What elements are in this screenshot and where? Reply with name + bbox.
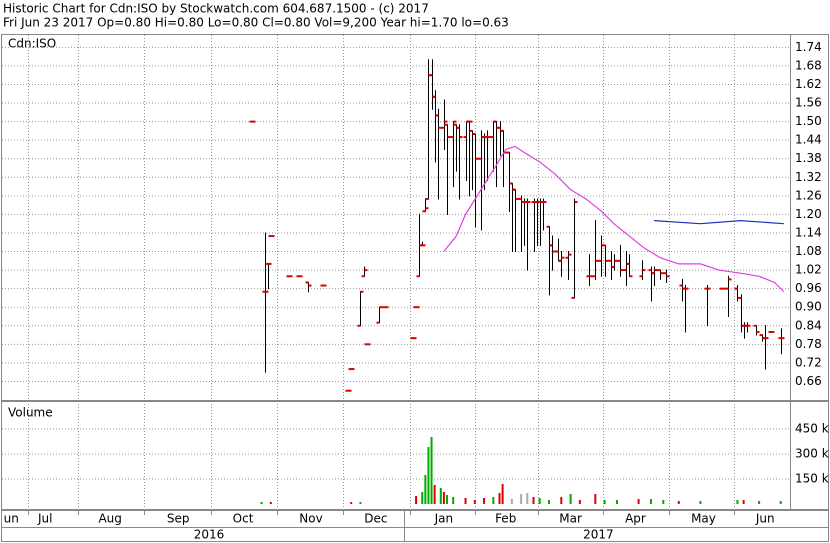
y-tick-label: 0.90: [795, 300, 822, 314]
y-tick-label: 450 k: [795, 422, 829, 436]
y-tick-label: 1.32: [795, 170, 822, 184]
volume-bar: [433, 485, 436, 504]
y-tick-label: 300 k: [795, 447, 829, 461]
volume-bar: [578, 500, 581, 504]
volume-panel: [1, 401, 829, 510]
y-tick-label: 0.96: [795, 281, 822, 295]
y-tick-label: 1.38: [795, 151, 822, 165]
volume-bar: [677, 501, 680, 504]
volume-bar: [520, 494, 523, 504]
x-tick-label: Nov: [299, 512, 322, 526]
volume-bar: [649, 499, 652, 504]
y-tick-label: 1.62: [795, 77, 822, 91]
y-tick-label: 1.50: [795, 114, 822, 128]
volume-bar: [532, 497, 535, 504]
year-label: 2016: [194, 528, 225, 542]
volume-bar: [560, 497, 563, 504]
header-line: Fri Jun 23 2017 Op=0.80 Hi=0.80 Lo=0.80 …: [3, 16, 509, 30]
y-tick-label: 1.20: [795, 207, 822, 221]
y-tick-label: 1.56: [795, 96, 822, 110]
volume-bar: [779, 501, 782, 504]
volume-bar: [452, 497, 455, 504]
time-axis: [1, 510, 829, 542]
volume-bar: [699, 501, 702, 504]
volume-bar: [498, 493, 501, 504]
x-tick-label: Aug: [98, 512, 121, 526]
volume-bar: [424, 475, 427, 504]
x-tick-label: Feb: [495, 512, 516, 526]
y-tick-label: 0.66: [795, 374, 822, 388]
volume-bar: [439, 488, 442, 504]
volume-bar: [269, 502, 272, 504]
volume-bar: [538, 498, 541, 504]
volume-bar: [510, 499, 513, 504]
volume-bar: [637, 499, 640, 504]
volume-bar: [603, 500, 606, 504]
volume-bar: [594, 494, 597, 504]
x-tick-label: Oct: [233, 512, 254, 526]
volume-bar: [736, 500, 739, 504]
volume-bar: [501, 484, 504, 504]
x-tick-label: Apr: [625, 512, 646, 526]
x-tick-label: Jul: [37, 512, 52, 526]
y-tick-label: 0.72: [795, 355, 822, 369]
moving-average: [443, 145, 785, 293]
volume-bar: [492, 497, 495, 504]
volume-bar: [415, 496, 418, 504]
volume-bar: [350, 502, 353, 504]
x-tick-label: Mar: [559, 512, 582, 526]
y-tick-label: 150 k: [795, 472, 829, 486]
y-tick-label: 0.84: [795, 318, 822, 332]
volume-bar: [430, 437, 433, 504]
volume-bar: [359, 502, 362, 504]
x-tick-label: Jun: [755, 512, 775, 526]
volume-bar: [473, 500, 476, 504]
y-tick-label: 1.68: [795, 58, 822, 72]
volume-bar: [427, 447, 430, 504]
volume-bar: [662, 500, 665, 504]
volume-bar: [464, 498, 467, 504]
chart-title: Cdn:ISO: [8, 37, 56, 51]
y-tick-label: 1.08: [795, 244, 822, 258]
volume-bar: [547, 500, 550, 504]
x-tick-label: Jan: [434, 512, 454, 526]
moving-average: [653, 219, 784, 225]
price-panel: [1, 34, 829, 401]
x-tick-label: May: [691, 512, 716, 526]
y-tick-label: 1.44: [795, 133, 822, 147]
y-tick-label: 1.02: [795, 263, 822, 277]
y-tick-label: 1.14: [795, 225, 822, 239]
volume-bar: [421, 492, 424, 504]
volume-bar: [445, 495, 448, 504]
chart-title: Volume: [8, 406, 53, 420]
header-line: Historic Chart for Cdn:ISO by Stockwatch…: [3, 2, 429, 16]
volume-bar: [615, 500, 618, 504]
volume-bar: [442, 492, 445, 504]
volume-bar: [742, 500, 745, 504]
volume-bar: [483, 498, 486, 504]
volume-bar: [758, 501, 761, 504]
volume-bar: [260, 502, 263, 504]
y-tick-label: 0.78: [795, 337, 822, 351]
x-tick-label: un: [4, 512, 19, 526]
y-tick-label: 1.74: [795, 40, 822, 54]
year-label: 2017: [583, 528, 614, 542]
x-tick-label: Sep: [167, 512, 190, 526]
x-tick-label: Dec: [364, 512, 387, 526]
volume-bar: [526, 493, 529, 504]
volume-bar: [569, 494, 572, 504]
y-tick-label: 1.26: [795, 188, 822, 202]
